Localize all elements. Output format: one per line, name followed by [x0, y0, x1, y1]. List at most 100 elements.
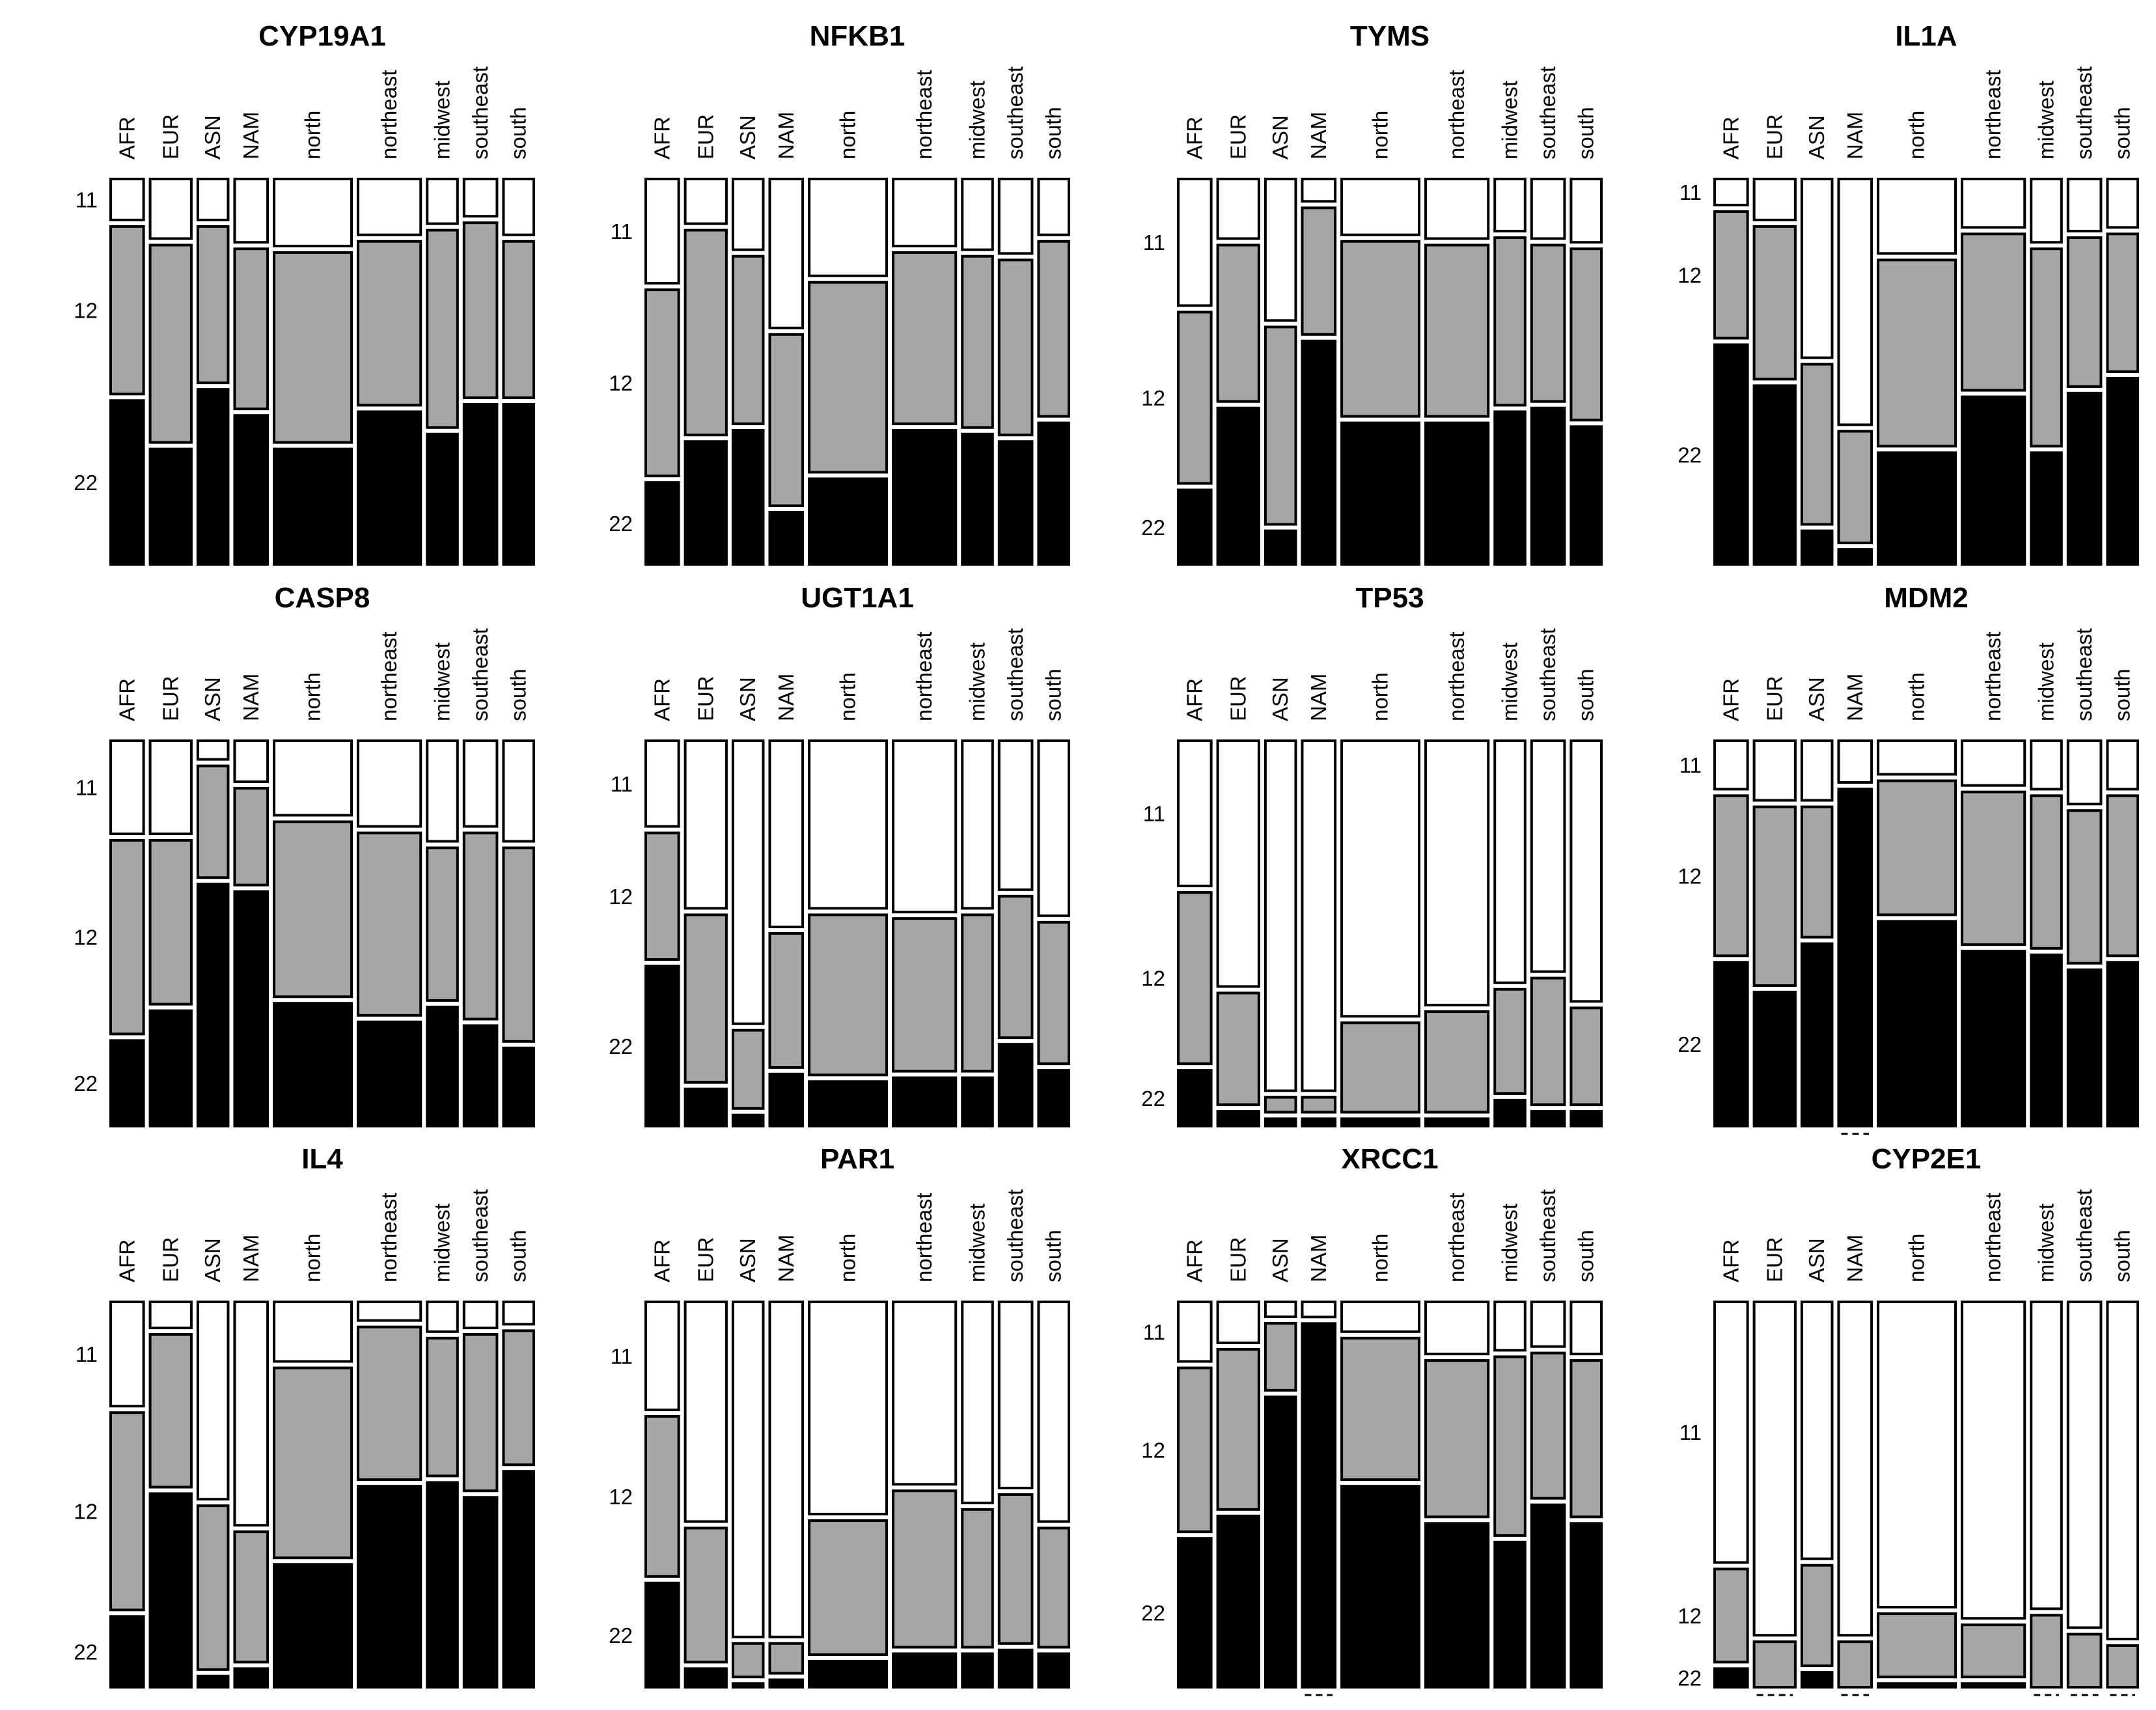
segment-22 — [808, 477, 889, 566]
segment-12 — [997, 1493, 1034, 1645]
segment-11 — [644, 178, 680, 285]
column-southeast: southeast — [462, 1189, 499, 1689]
segment-11 — [1752, 739, 1797, 802]
segment-11 — [148, 1301, 193, 1330]
column-south: south — [502, 669, 535, 1128]
segment-22 — [892, 429, 958, 566]
segment-12 — [961, 255, 994, 429]
segment-12 — [426, 1336, 459, 1478]
column-asn: ASN — [731, 1238, 765, 1689]
column-nam: NAM — [768, 674, 805, 1128]
segment-12 — [1837, 430, 1873, 545]
column-eur: EUR — [684, 114, 728, 566]
segment-22 — [1713, 343, 1749, 566]
category-label-south: south — [2110, 1230, 2135, 1282]
column-southeast: southeast — [2066, 66, 2103, 566]
segment-11 — [1837, 739, 1873, 784]
segment-12 — [1752, 225, 1797, 381]
ytick-label-12: 12 — [1141, 1438, 1165, 1462]
segment-12 — [462, 831, 499, 1021]
segment-12 — [1530, 1351, 1566, 1500]
segment-22 — [273, 1563, 353, 1689]
segment-12 — [1037, 1526, 1071, 1649]
segment-12 — [1752, 1640, 1797, 1689]
segment-11 — [357, 739, 422, 828]
column-nam: NAM — [233, 1235, 270, 1689]
segment-22 — [2106, 961, 2139, 1127]
panel-il4: IL4 AFR EUR ASN NAM north northeast midwest sout… — [74, 1143, 535, 1689]
column-eur: EUR — [684, 1237, 728, 1689]
segment-11 — [1837, 1301, 1873, 1637]
column-afr: AFR — [109, 117, 145, 566]
segment-22 — [109, 399, 145, 566]
segment-22 — [1569, 1522, 1603, 1689]
ytick-label-22: 22 — [74, 1071, 98, 1096]
segment-22 — [1301, 339, 1337, 566]
column-eur: EUR — [1216, 676, 1260, 1127]
segment-11 — [109, 178, 145, 221]
segment-12 — [2106, 794, 2139, 958]
category-label-southeast: southeast — [468, 628, 492, 721]
column-south: south — [2106, 669, 2139, 1127]
segment-12 — [731, 1028, 765, 1110]
category-label-afr: AFR — [1719, 1239, 1743, 1282]
segment-12 — [892, 917, 958, 1073]
segment-11 — [148, 739, 193, 835]
ytick-label-22: 22 — [1141, 516, 1165, 540]
category-label-south: south — [1042, 669, 1066, 721]
ytick-label-22: 22 — [609, 1034, 633, 1058]
column-nam: NAM — [1837, 1235, 1873, 1696]
column-south: south — [1569, 107, 1603, 566]
segment-22 — [148, 1009, 193, 1128]
column-afr: AFR — [109, 678, 145, 1127]
category-label-nam: NAM — [239, 674, 263, 721]
ytick-label-12: 12 — [74, 1500, 98, 1524]
category-label-eur: EUR — [1762, 1237, 1786, 1282]
column-northeast: northeast — [357, 70, 422, 566]
segment-11 — [1301, 178, 1337, 203]
column-northeast: northeast — [892, 631, 958, 1128]
segment-11 — [148, 178, 193, 240]
segment-11 — [1177, 739, 1213, 888]
segment-11 — [1752, 1301, 1797, 1637]
column-north: north — [1340, 111, 1421, 566]
segment-22 — [684, 1087, 728, 1128]
panel-mdm2: MDM2 AFR EUR ASN NAM north northeast midwest sou… — [1678, 582, 2139, 1135]
segment-12 — [768, 333, 805, 507]
segment-12 — [1037, 240, 1071, 418]
category-label-afr: AFR — [1182, 678, 1206, 721]
category-label-midwest: midwest — [430, 81, 454, 159]
column-northeast: northeast — [1424, 1193, 1490, 1689]
panel-xrcc1: XRCC1 AFR EUR ASN NAM north northeast midwest so… — [1141, 1143, 1603, 1696]
category-label-southeast: southeast — [2072, 1189, 2096, 1282]
column-south: south — [2106, 107, 2139, 566]
segment-12 — [502, 240, 535, 400]
segment-12 — [2066, 236, 2103, 388]
segment-12 — [731, 1642, 765, 1679]
category-label-northeast: northeast — [1981, 1193, 2005, 1282]
category-label-eur: EUR — [693, 114, 717, 159]
segment-11 — [961, 1301, 994, 1504]
segment-11 — [892, 739, 958, 914]
segment-22 — [1530, 406, 1566, 566]
segment-12 — [2106, 1644, 2139, 1689]
segment-12 — [892, 1489, 958, 1649]
segment-12 — [961, 913, 994, 1073]
ytick-label-12: 12 — [609, 371, 633, 395]
segment-22 — [808, 1080, 889, 1127]
panel-title: CYP2E1 — [1872, 1143, 1982, 1175]
ytick-label-11: 11 — [1679, 1420, 1702, 1444]
segment-11 — [1569, 739, 1603, 1003]
segment-22 — [502, 1046, 535, 1128]
segment-12 — [1177, 310, 1213, 485]
segment-22 — [892, 1652, 958, 1689]
segment-22 — [1530, 1110, 1566, 1127]
segment-12 — [196, 1504, 230, 1671]
segment-12 — [1301, 206, 1337, 336]
segment-12 — [1340, 1336, 1421, 1482]
segment-22 — [892, 1076, 958, 1128]
category-label-midwest: midwest — [1498, 1204, 1522, 1282]
column-asn: ASN — [731, 115, 765, 566]
segment-12 — [1837, 1640, 1873, 1689]
segment-22 — [731, 1682, 765, 1689]
